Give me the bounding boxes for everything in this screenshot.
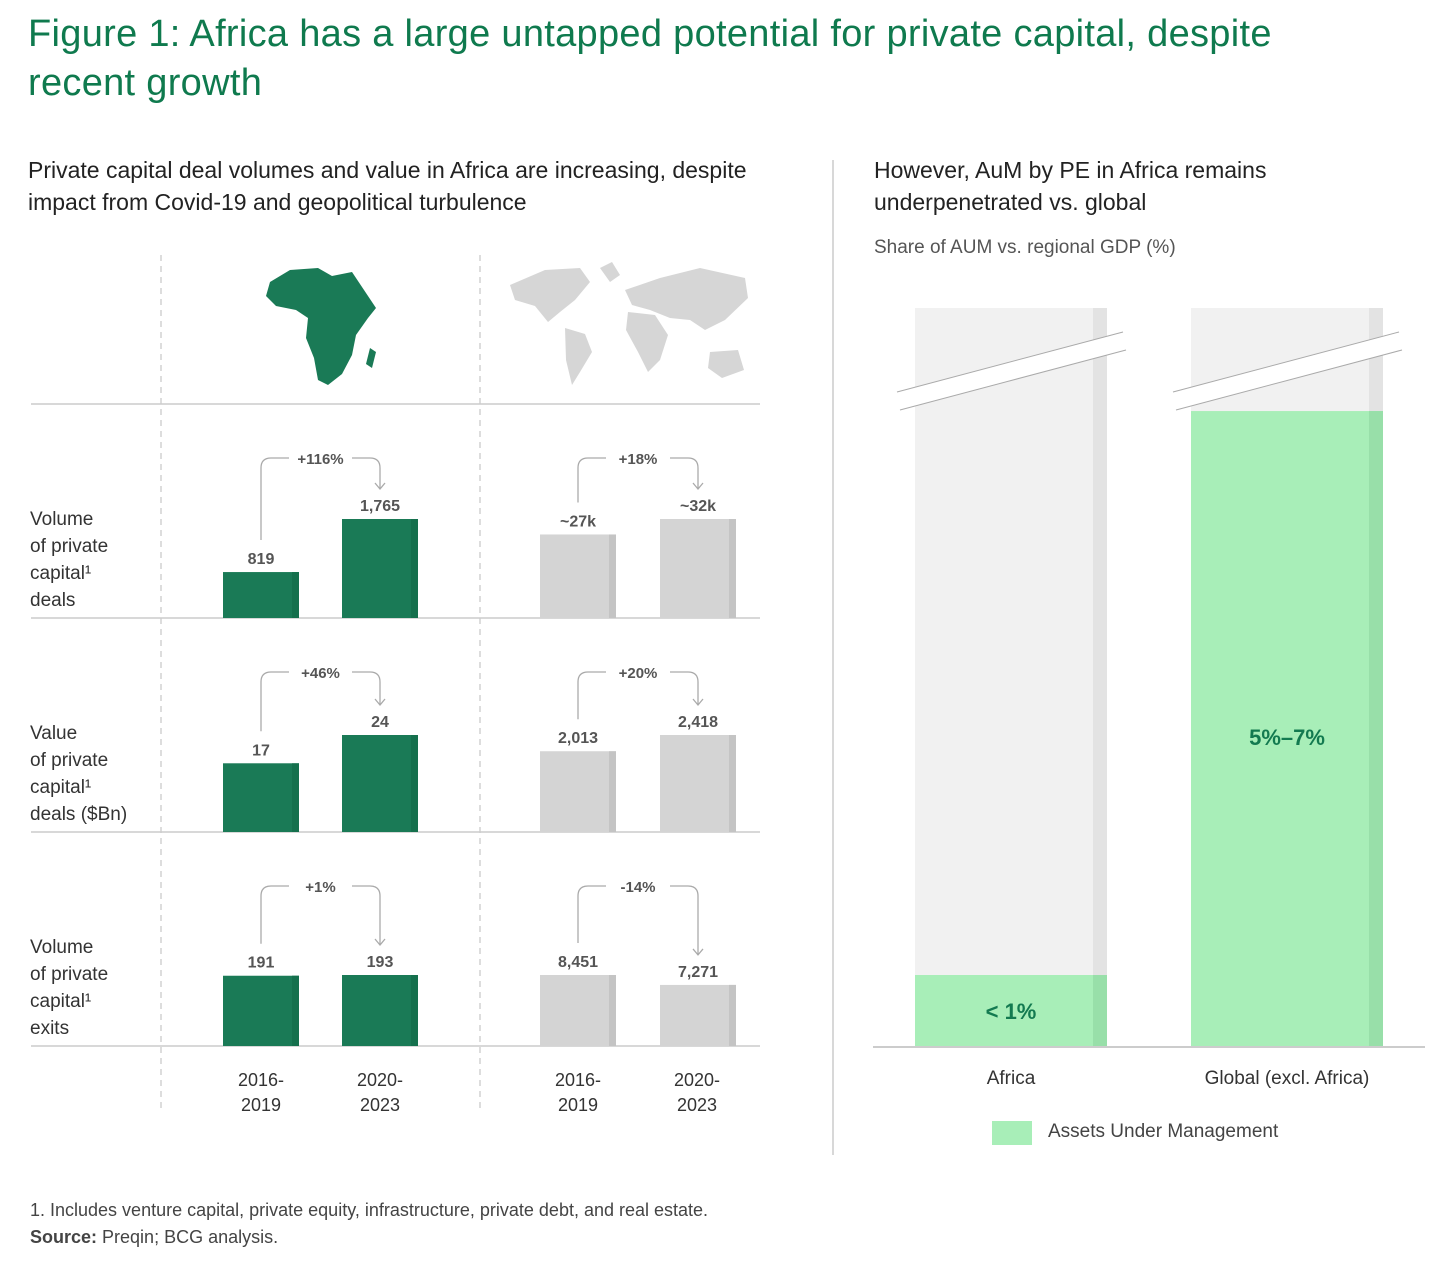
- background-bar: [915, 308, 1107, 1046]
- bar-shade: [411, 735, 418, 832]
- arrow-icon: [692, 698, 704, 707]
- row-label: Volume of private capital¹ deals: [30, 509, 109, 611]
- axis-break-line: [899, 349, 1127, 411]
- bar-world: [540, 975, 616, 1046]
- arrow-icon: [374, 698, 386, 707]
- data-label: 2,418: [678, 714, 718, 731]
- bar-shade: [1093, 308, 1107, 1046]
- data-label: 8,451: [558, 954, 598, 971]
- data-label: ~27k: [560, 513, 596, 530]
- world-map-icon: [510, 262, 748, 385]
- aum-bar: [1191, 411, 1383, 1047]
- bar-world: [660, 519, 736, 618]
- right-axis-label: Share of AUM vs. regional GDP (%): [874, 237, 1176, 258]
- change-bracket: [577, 671, 699, 720]
- data-label: 17: [252, 742, 270, 759]
- bar-shade: [292, 763, 299, 832]
- right-subtitle: However, AuM by PE in Africa remains und…: [874, 157, 1267, 215]
- change-bracket: [260, 457, 381, 541]
- data-label: 819: [248, 551, 275, 568]
- change-label: -14%: [620, 879, 655, 896]
- row-label: Value of private capital¹ deals ($Bn): [30, 723, 128, 825]
- source-text: Preqin; BCG analysis.: [97, 1227, 279, 1247]
- arrow-icon: [374, 482, 386, 491]
- bar-shade: [609, 751, 616, 832]
- change-label: +18%: [619, 451, 658, 468]
- change-label: +116%: [297, 451, 343, 468]
- bar-world: [540, 534, 616, 618]
- change-label: +1%: [305, 879, 335, 896]
- bar-shade: [609, 534, 616, 618]
- data-label: 24: [371, 714, 389, 731]
- figure-title: Figure 1: Africa has a large untapped po…: [28, 13, 1272, 104]
- bar-africa: [223, 572, 299, 618]
- bar-shade: [411, 519, 418, 618]
- bar-africa: [223, 975, 299, 1046]
- x-tick: 2020- 2023: [356, 1070, 404, 1115]
- change-label: +20%: [619, 665, 658, 682]
- change-bracket: [577, 457, 699, 503]
- row-label: Volume of private capital¹ exits: [30, 937, 109, 1039]
- x-tick-africa: Africa: [986, 1068, 1036, 1089]
- bar-shade: [1093, 975, 1107, 1046]
- arrow-icon: [374, 938, 386, 947]
- bar-shade: [729, 735, 736, 832]
- arrow-icon: [692, 948, 704, 956]
- axis-break: [897, 332, 1126, 410]
- x-tick-global: Global (excl. Africa): [1204, 1068, 1370, 1089]
- bar-world: [660, 984, 736, 1046]
- bar-world: [660, 735, 736, 832]
- source-label: Source:: [30, 1227, 98, 1247]
- legend-label: Assets Under Management: [1048, 1121, 1279, 1142]
- axis-break-line: [896, 331, 1124, 393]
- aum-value-label: 5%–7%: [1249, 725, 1325, 750]
- data-label: 7,271: [678, 964, 718, 981]
- aum-value-label: < 1%: [986, 999, 1037, 1024]
- bar-africa: [342, 975, 418, 1046]
- footnote: 1. Includes venture capital, private equ…: [30, 1200, 709, 1220]
- x-tick: 2016- 2019: [237, 1070, 285, 1115]
- legend-swatch: [992, 1121, 1032, 1145]
- axis-break-line: [1175, 349, 1403, 411]
- bar-shade: [411, 975, 418, 1046]
- bar-africa: [223, 763, 299, 832]
- x-tick: 2016- 2019: [554, 1070, 602, 1115]
- data-label: 2,013: [558, 730, 598, 747]
- data-label: ~32k: [680, 498, 716, 515]
- arrow-icon: [692, 482, 704, 491]
- bar-africa: [342, 735, 418, 832]
- aum-bar: [915, 975, 1107, 1046]
- bar-shade: [729, 519, 736, 618]
- africa-map-icon: [266, 268, 376, 385]
- change-bracket: [260, 885, 381, 945]
- bar-world: [540, 751, 616, 832]
- change-bracket: [260, 671, 381, 732]
- axis-break: [1173, 332, 1402, 410]
- source: Source: Preqin; BCG analysis.: [30, 1227, 278, 1248]
- bar-shade: [1369, 411, 1383, 1047]
- axis-break-line: [1172, 331, 1400, 393]
- left-subtitle: Private capital deal volumes and value i…: [28, 157, 747, 215]
- bar-africa: [342, 519, 418, 618]
- change-label: +46%: [301, 665, 340, 682]
- bar-shade: [609, 975, 616, 1046]
- data-label: 193: [367, 954, 394, 971]
- data-label: 191: [248, 955, 275, 972]
- x-tick: 2020- 2023: [673, 1070, 721, 1115]
- change-bracket: [577, 885, 699, 955]
- bar-shade: [729, 984, 736, 1046]
- bar-shade: [292, 572, 299, 618]
- bar-shade: [292, 975, 299, 1046]
- data-label: 1,765: [360, 498, 400, 515]
